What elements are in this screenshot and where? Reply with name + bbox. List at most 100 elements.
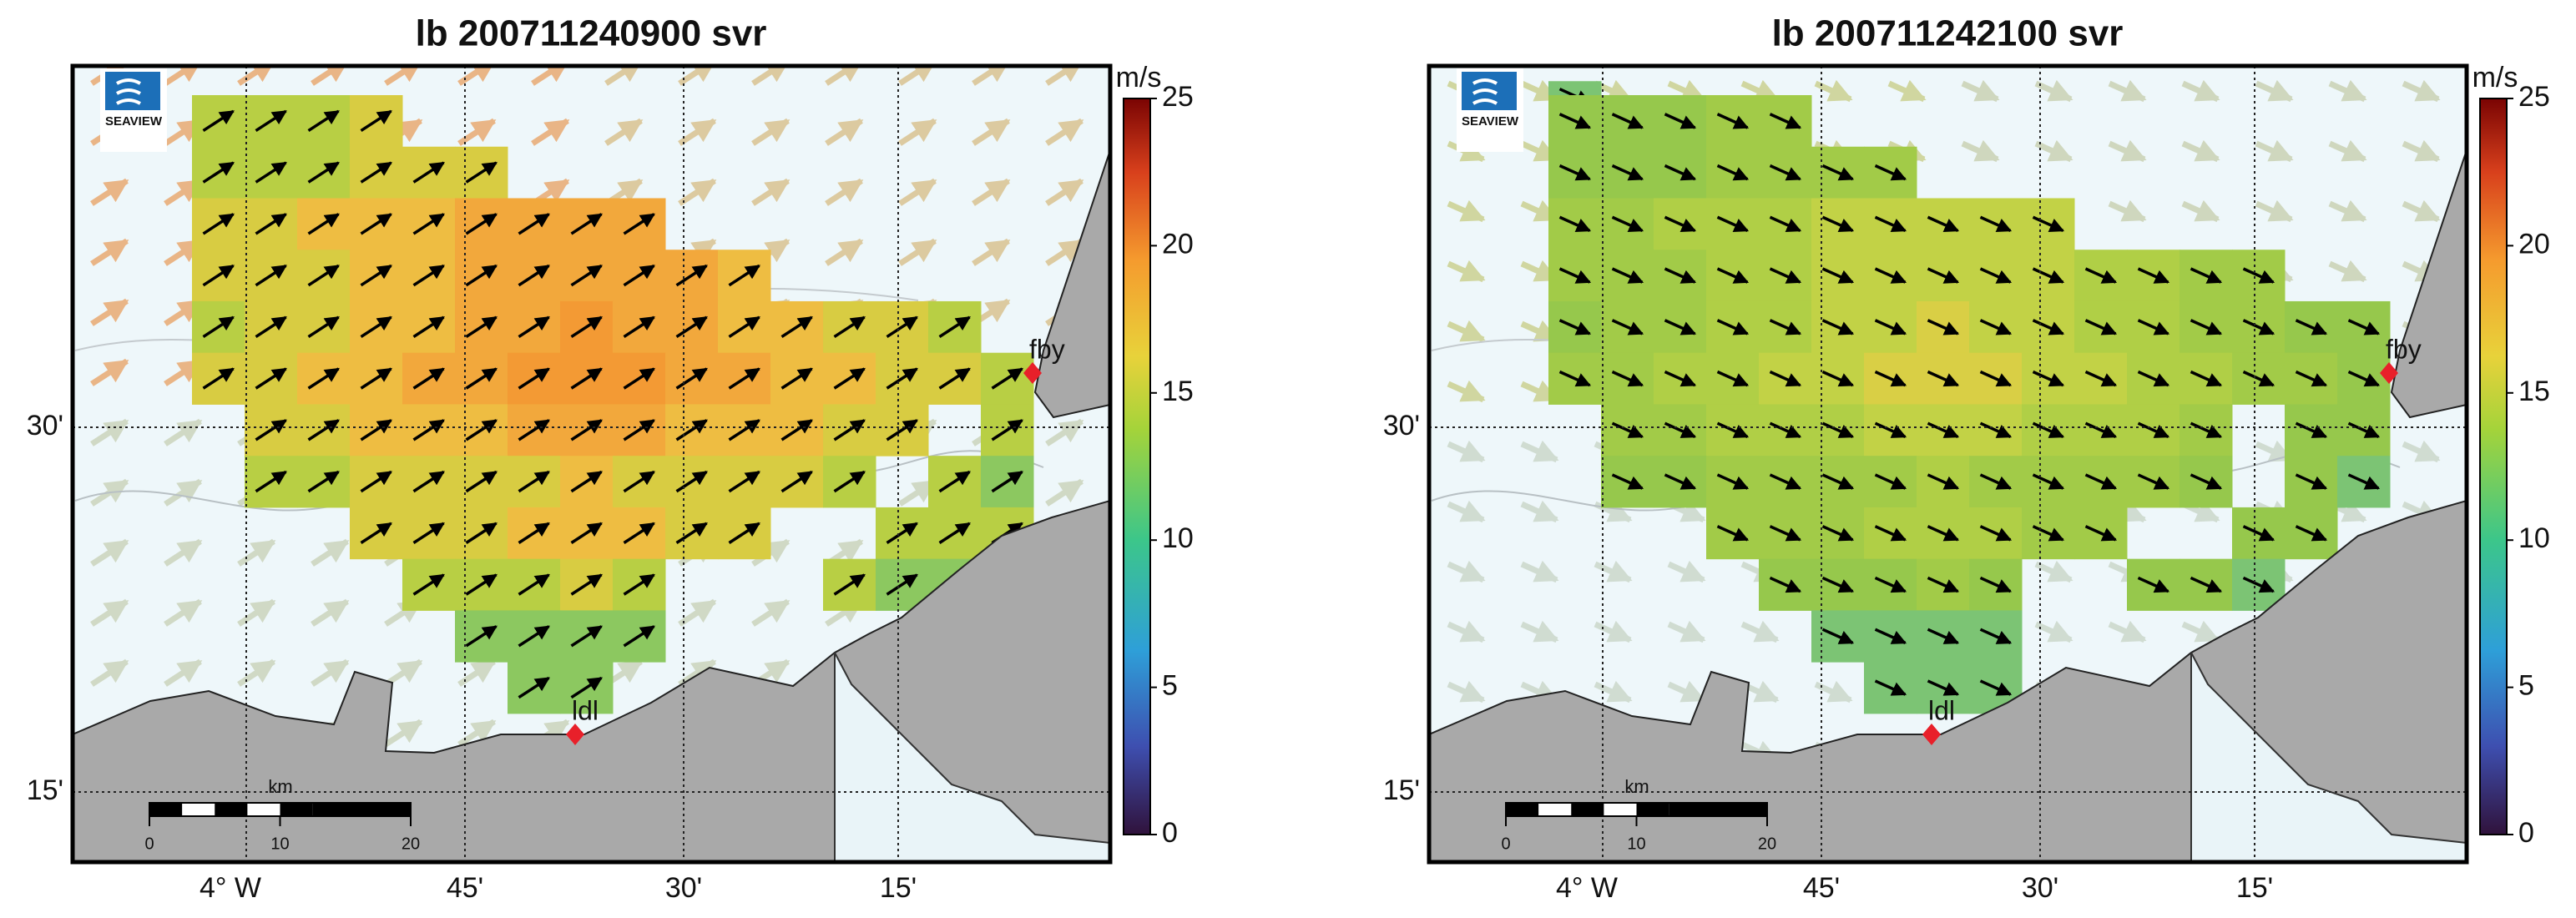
current-arrow	[1769, 319, 1802, 335]
current-arrow	[570, 264, 603, 287]
background-arrow	[164, 598, 203, 627]
current-arrow	[1874, 319, 1907, 335]
station-marker	[566, 724, 584, 745]
current-arrow	[465, 161, 498, 184]
background-arrow	[1594, 620, 1633, 643]
current-arrow	[1769, 473, 1802, 490]
background-arrow	[2402, 199, 2441, 223]
current-arrow	[1874, 267, 1907, 284]
current-arrow	[570, 213, 603, 235]
background-arrow	[2181, 620, 2220, 643]
current-arrow	[412, 161, 445, 184]
colorbar-label: 0	[1162, 817, 1178, 849]
background-arrow	[2108, 199, 2147, 223]
background-arrow	[2108, 139, 2147, 163]
colorbar-label: 25	[2518, 81, 2550, 113]
scale-bar-segment	[1636, 803, 1669, 816]
current-arrow	[202, 264, 235, 287]
current-arrow	[2295, 473, 2328, 490]
current-arrow	[2242, 370, 2275, 387]
background-arrow	[1667, 620, 1706, 643]
current-arrow	[780, 470, 813, 493]
current-arrow	[360, 470, 392, 493]
background-arrow	[2402, 79, 2441, 103]
station-marker	[2380, 362, 2398, 384]
current-arrow	[2032, 370, 2065, 387]
current-arrow	[307, 367, 340, 390]
current-arrow	[1611, 473, 1644, 490]
current-arrow	[1769, 215, 1802, 233]
logo-text: SEAVIEW	[1462, 114, 1519, 129]
current-arrow	[1874, 164, 1907, 181]
scale-label: 0	[1501, 835, 1510, 853]
current-arrow	[1716, 215, 1750, 233]
current-arrow	[360, 161, 392, 184]
current-arrow	[2295, 370, 2328, 387]
current-arrow	[886, 367, 918, 390]
current-arrow	[2084, 267, 2118, 284]
current-arrow	[1979, 525, 2013, 542]
background-arrow	[678, 598, 717, 627]
current-arrow	[255, 367, 287, 390]
current-arrow	[1979, 267, 2013, 284]
current-arrow	[2295, 525, 2328, 542]
lat-label: 30'	[1383, 410, 1420, 441]
station-label: ldl	[1928, 695, 1955, 725]
background-arrow	[237, 66, 276, 86]
current-arrow	[1611, 370, 1644, 387]
current-arrow	[518, 470, 550, 493]
current-arrow	[255, 213, 287, 235]
current-arrow	[1769, 164, 1802, 181]
current-arrow	[307, 315, 340, 338]
background-arrow	[1447, 320, 1486, 343]
background-arrow	[1520, 620, 1559, 643]
current-arrow	[728, 522, 760, 544]
current-arrow	[570, 573, 603, 596]
current-arrow	[675, 419, 708, 441]
current-arrow	[886, 573, 918, 596]
background-arrow	[311, 66, 350, 86]
background-arrow	[2108, 79, 2147, 103]
background-arrow	[2181, 199, 2220, 223]
current-arrow	[1664, 370, 1697, 387]
current-arrow	[2347, 319, 2381, 335]
scale-label: 20	[402, 835, 420, 853]
current-arrow	[1927, 525, 1960, 542]
current-arrow	[360, 315, 392, 338]
scale-bar-segment	[1506, 803, 1539, 816]
background-arrow	[1667, 560, 1706, 583]
current-arrow	[1611, 319, 1644, 335]
current-arrow	[780, 315, 813, 338]
current-arrow	[2190, 319, 2223, 335]
current-arrow	[991, 419, 1023, 441]
current-arrow	[938, 367, 971, 390]
current-arrow	[1874, 679, 1907, 696]
map-panel: lb 200711242100 svr 30' 15' 4° W 45' 30' 15' fb…	[1383, 13, 2550, 904]
colorbar-unit: m/s	[2472, 62, 2518, 93]
background-arrow	[2402, 139, 2441, 163]
current-arrow	[307, 161, 340, 184]
current-arrow	[1611, 421, 1644, 439]
background-arrow	[1594, 560, 1633, 583]
current-arrow	[1874, 628, 1907, 644]
background-arrow	[1045, 478, 1084, 507]
background-arrow	[1961, 79, 2000, 103]
lat-label: 30'	[27, 410, 63, 441]
current-arrow	[675, 470, 708, 493]
background-arrow	[90, 238, 129, 266]
background-arrow	[237, 538, 276, 567]
background-arrow	[751, 598, 790, 627]
current-arrow	[623, 522, 655, 544]
land	[2190, 652, 2467, 862]
current-arrow	[623, 367, 655, 390]
background-arrow	[2328, 139, 2367, 163]
background-arrow	[1045, 66, 1084, 86]
current-arrow	[2242, 267, 2275, 284]
current-arrow	[2242, 576, 2275, 593]
current-arrow	[465, 625, 498, 648]
background-arrow	[237, 658, 276, 687]
current-arrow	[1716, 525, 1750, 542]
current-arrow	[1716, 164, 1750, 181]
current-arrow	[1611, 267, 1644, 284]
current-arrow	[570, 470, 603, 493]
